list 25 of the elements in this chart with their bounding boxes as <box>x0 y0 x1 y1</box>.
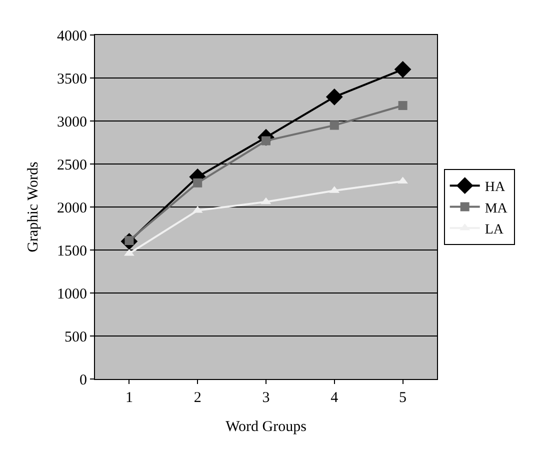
point <box>193 178 202 188</box>
y-tick-label: 3500 <box>57 71 87 88</box>
y-tick-label: 2500 <box>57 157 87 174</box>
point <box>398 101 408 110</box>
x-tick-label: 2 <box>194 390 202 406</box>
y-tick-label: 3000 <box>57 114 87 130</box>
legend-label: HA <box>484 180 506 196</box>
x-tick-label: 4 <box>330 390 339 406</box>
y-tick-label: 1000 <box>57 286 87 302</box>
x-tick-label: 5 <box>399 390 407 406</box>
y-tick-label: 4000 <box>57 28 87 44</box>
point <box>124 248 134 256</box>
legend-label: LA <box>484 222 504 238</box>
x-axis-title: Word Groups <box>226 419 307 435</box>
legend-label: MA <box>484 201 508 216</box>
point <box>326 88 343 106</box>
x-tick-label: 3 <box>262 390 270 406</box>
y-tick-label: 2000 <box>57 200 87 216</box>
point <box>330 120 339 130</box>
y-tick-label: 1500 <box>57 243 87 260</box>
x-tick-label: 1 <box>125 390 133 406</box>
point <box>394 60 412 78</box>
y-tick-label: 0 <box>80 372 87 388</box>
y-tick-label: 500 <box>64 329 87 346</box>
y-axis-title: Graphic Words <box>25 162 42 252</box>
